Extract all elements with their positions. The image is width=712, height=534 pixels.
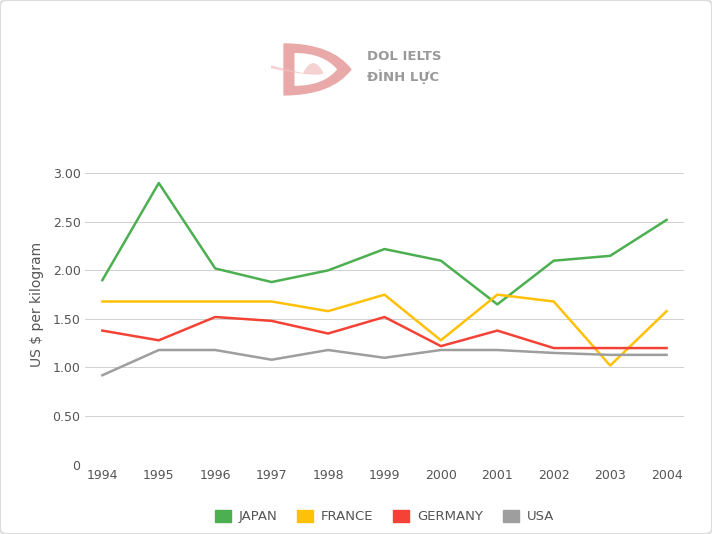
Text: DOL IELTS
ĐÌNH LỰC: DOL IELTS ĐÌNH LỰC — [367, 50, 441, 84]
Y-axis label: US $ per kilogram: US $ per kilogram — [30, 242, 44, 367]
PathPatch shape — [283, 43, 352, 96]
Legend: JAPAN, FRANCE, GERMANY, USA: JAPAN, FRANCE, GERMANY, USA — [210, 505, 559, 529]
PathPatch shape — [303, 63, 323, 80]
PathPatch shape — [295, 53, 337, 86]
